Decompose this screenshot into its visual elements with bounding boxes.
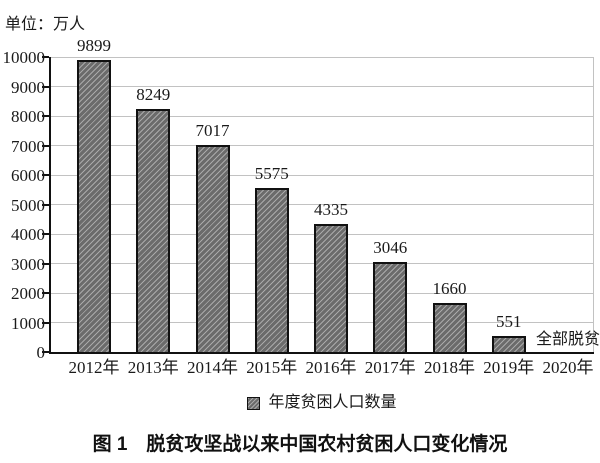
gridline: [51, 86, 593, 87]
x-axis-tick-label: 2014年: [187, 358, 238, 377]
x-axis-tick-label: 2020年: [542, 358, 594, 377]
gridline: [51, 56, 593, 58]
y-axis-tick: [42, 233, 49, 235]
y-axis-tick: [42, 292, 49, 294]
gridline: [51, 204, 593, 205]
gridline: [51, 145, 593, 146]
bar-value-label: 7017: [195, 121, 230, 140]
bar-2012年: [77, 59, 111, 352]
y-axis-line: [49, 57, 51, 352]
y-axis-tick: [42, 56, 49, 58]
gridline: [51, 174, 593, 176]
bar-2013年: [136, 108, 171, 352]
bar-value-label: 5575: [254, 163, 289, 183]
x-axis-line: [49, 352, 594, 354]
x-axis-tick-label: 2018年: [424, 358, 475, 377]
bar-2016年: [314, 224, 348, 352]
plot-area: 9899 8249 7017 5575 4335 3046 1660 551 全部脱贫: [51, 37, 600, 352]
bar-value-label: 8249: [136, 84, 171, 104]
x-axis-tick-label: 2016年: [305, 358, 357, 377]
bar-value-label: 1660: [432, 279, 467, 299]
bar-value-label: 3046: [373, 238, 408, 258]
gridline: [51, 115, 593, 117]
y-axis-tick: [42, 174, 49, 176]
y-axis-tick-label: 5000: [11, 195, 45, 215]
unit-label: 单位：万人: [5, 16, 86, 33]
bar-value-label: 9899: [77, 35, 111, 55]
x-axis-tick-label: 2015年: [246, 358, 298, 377]
y-axis-tick-label: 8000: [11, 107, 45, 126]
figure-caption: 图 1 脱贫攻坚战以来中国农村贫困人口变化情况: [92, 434, 508, 455]
bar-2019年: [491, 335, 526, 352]
y-axis-tick-label: 2000: [11, 284, 45, 303]
legend-hatched-square-icon: [247, 396, 261, 410]
y-axis-tick: [42, 203, 49, 206]
x-axis-tick-label: 2012年: [68, 358, 120, 377]
y-axis-tick: [42, 351, 49, 353]
y-axis-tick-label: 4000: [11, 225, 45, 244]
bar-value-label: 551: [496, 311, 522, 331]
y-axis-tick: [42, 144, 49, 147]
y-axis-tick-label: 0: [36, 343, 46, 362]
y-axis-tick-label: 6000: [11, 166, 45, 185]
bar-2015年: [254, 187, 289, 352]
bar-2018年: [432, 303, 467, 352]
bar-2017年: [373, 262, 408, 352]
y-axis-tick: [42, 85, 49, 88]
y-axis-tick-label: 9000: [11, 77, 45, 97]
y-axis-tick-label: 3000: [11, 254, 45, 274]
y-axis-tick: [42, 115, 49, 117]
y-axis-tick-label: 1000: [11, 313, 45, 333]
bar-2014年: [195, 145, 230, 352]
x-axis-tick-label: 2017年: [364, 358, 416, 377]
legend: 年度贫困人口数量: [51, 395, 593, 411]
y-axis-tick: [42, 262, 49, 265]
y-axis-tick: [42, 321, 49, 324]
x-axis-tick-label: 2019年: [483, 358, 535, 377]
bar-value-label: 4335: [314, 200, 348, 220]
annotation-2020年: 全部脱贫: [535, 331, 600, 348]
legend-label: 年度贫困人口数量: [268, 394, 397, 411]
x-axis-tick-label: 2013年: [127, 358, 179, 377]
y-axis-tick-label: 10000: [2, 48, 46, 67]
y-axis-tick-label: 7000: [11, 136, 45, 156]
